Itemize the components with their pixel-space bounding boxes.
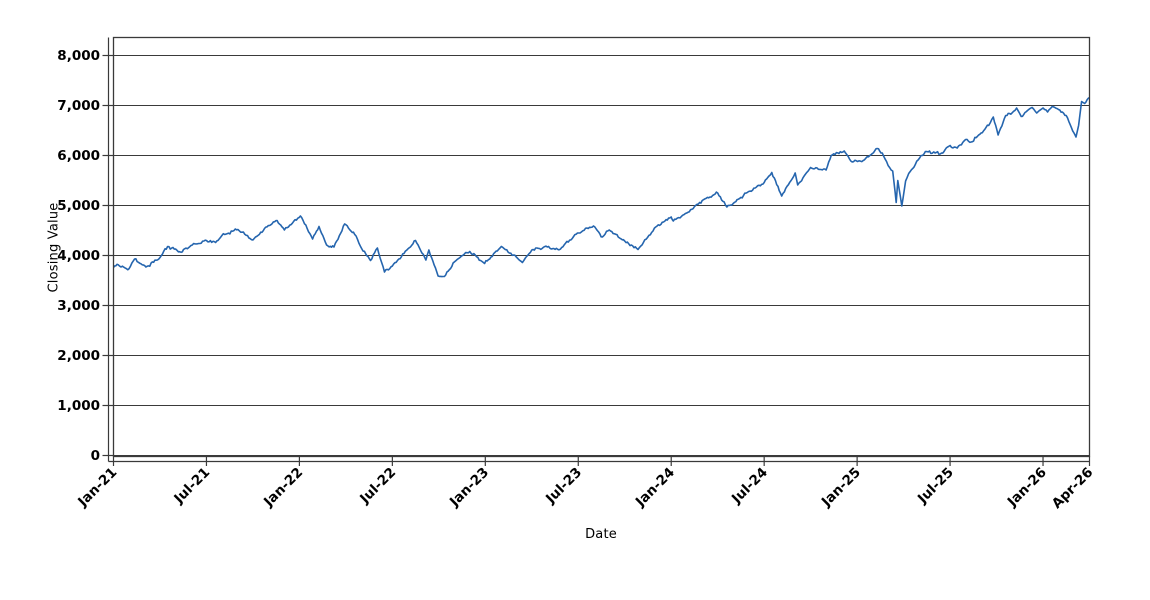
x-tick-label: Jan-21 <box>74 465 120 511</box>
x-tick-label: Jul-25 <box>914 465 957 508</box>
x-tick-label: Jul-24 <box>728 465 771 508</box>
x-tick-label: Jan-22 <box>260 465 306 511</box>
x-tick-label: Jan-23 <box>446 465 492 511</box>
y-tick-label: 2,000 <box>57 348 100 364</box>
x-tick-label: Jan-25 <box>818 465 864 511</box>
plot-frame <box>112 36 1091 458</box>
y-tick-label: 4,000 <box>57 248 100 264</box>
x-tick-label: Jul-23 <box>542 465 585 508</box>
y-tick-label: 0 <box>91 448 100 464</box>
x-tick-label: Jan-26 <box>1004 465 1050 511</box>
y-axis-title: Closing Value <box>46 202 62 293</box>
y-tick-label: 3,000 <box>57 298 100 314</box>
y-tick-label: 1,000 <box>57 398 100 414</box>
x-tick-label: Apr-26 <box>1049 465 1096 512</box>
y-tick-label: 8,000 <box>57 48 100 64</box>
x-tick-label: Jul-22 <box>356 465 399 508</box>
x-axis-title: Date <box>585 527 617 542</box>
y-tick-label: 6,000 <box>57 148 100 164</box>
series-line-closing-value <box>113 96 1090 278</box>
x-tick-label: Jul-21 <box>170 465 213 508</box>
y-tick-label: 7,000 <box>57 98 100 114</box>
y-tick-label: 5,000 <box>57 198 100 214</box>
x-tick-label: Jan-24 <box>632 465 678 511</box>
